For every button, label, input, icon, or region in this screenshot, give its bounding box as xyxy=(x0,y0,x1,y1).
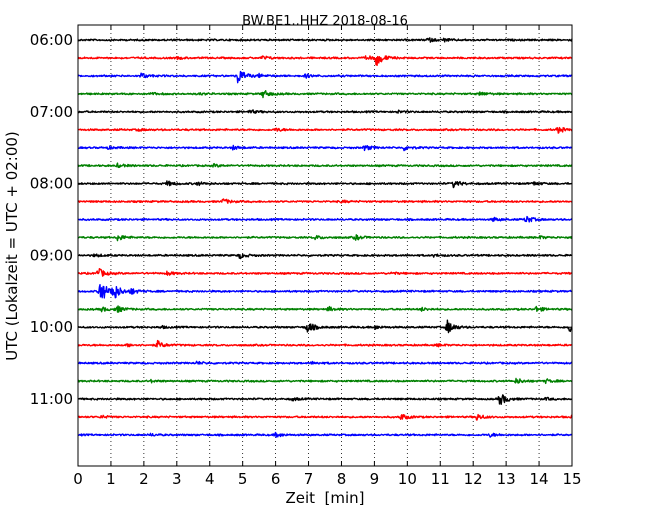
y-axis-label: UTC (Lokalzeit = UTC + 02:00) xyxy=(3,131,21,361)
trace-line xyxy=(77,413,573,421)
x-tick-label: 15 xyxy=(562,470,581,488)
trace-line xyxy=(77,319,573,334)
trace-line xyxy=(77,198,573,204)
x-tick-label: 12 xyxy=(464,470,483,488)
trace-line xyxy=(77,253,573,260)
trace-line xyxy=(77,377,573,385)
y-tick-label: 08:00 xyxy=(30,175,73,193)
trace-line xyxy=(77,305,573,313)
trace-line xyxy=(77,180,573,189)
y-tick-label: 07:00 xyxy=(30,103,73,121)
x-tick-label: 14 xyxy=(530,470,549,488)
x-tick-label: 6 xyxy=(271,470,281,488)
chart-title: BW.BE1..HHZ 2018-08-16 xyxy=(242,14,408,29)
trace-line xyxy=(77,144,573,152)
trace-line xyxy=(77,70,573,84)
trace-line xyxy=(77,109,573,114)
trace-line xyxy=(77,284,573,299)
x-axis-label: Zeit [min] xyxy=(285,489,364,507)
x-tick-label: 1 xyxy=(106,470,116,488)
trace-line xyxy=(77,234,573,242)
x-tick-label: 3 xyxy=(172,470,182,488)
x-tick-label: 7 xyxy=(304,470,314,488)
trace-line xyxy=(77,162,573,169)
x-tick-label: 9 xyxy=(370,470,380,488)
x-tick-label: 8 xyxy=(337,470,347,488)
trace-line xyxy=(77,339,573,348)
trace-line xyxy=(77,268,573,277)
trace-line xyxy=(77,37,573,43)
y-axis-ticks: 06:00 07:00 08:00 09:00 10:00 11:00 xyxy=(30,31,572,408)
x-tick-label: 11 xyxy=(431,470,450,488)
x-tick-label: 10 xyxy=(398,470,417,488)
seismic-traces xyxy=(77,37,573,438)
trace-line xyxy=(77,431,573,438)
plot-frame xyxy=(77,24,573,467)
trace-line xyxy=(77,394,573,405)
y-tick-label: 11:00 xyxy=(30,390,73,408)
trace-line xyxy=(77,215,573,223)
x-tick-label: 5 xyxy=(238,470,248,488)
trace-line xyxy=(77,126,573,134)
x-tick-label: 0 xyxy=(73,470,83,488)
grid-lines xyxy=(110,25,540,466)
trace-line xyxy=(77,360,573,365)
x-tick-label: 4 xyxy=(205,470,215,488)
trace-line xyxy=(77,55,573,66)
y-tick-label: 10:00 xyxy=(30,318,73,336)
x-tick-label: 2 xyxy=(139,470,149,488)
trace-line xyxy=(77,90,573,99)
y-tick-label: 09:00 xyxy=(30,246,73,264)
x-tick-label: 13 xyxy=(497,470,516,488)
y-tick-label: 06:00 xyxy=(30,31,73,49)
x-axis-ticks: 0 1 2 3 4 5 6 7 8 9 10 11 12 13 14 15 xyxy=(73,25,582,488)
